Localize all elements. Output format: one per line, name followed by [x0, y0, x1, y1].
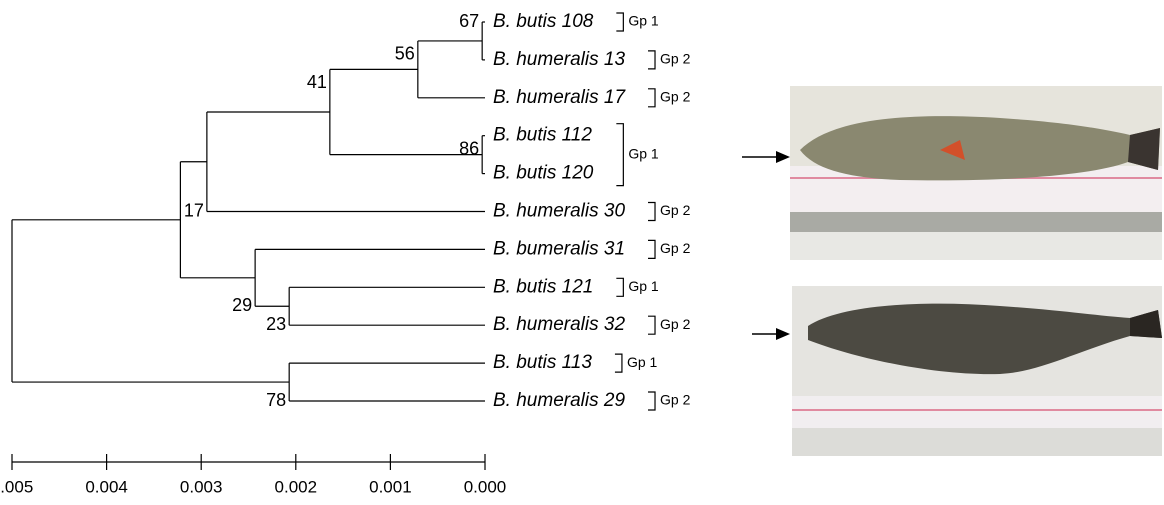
support-label: 78 — [266, 390, 286, 410]
support-label: 17 — [184, 200, 204, 220]
leaf-label: B. butis 121 — [493, 276, 593, 297]
leaf-label: B. humeralis 13 — [493, 49, 625, 70]
x-tick-label: 0.002 — [275, 477, 318, 496]
group-label: Gp 2 — [660, 89, 691, 105]
leaf-label: B. butis 120 — [493, 163, 594, 184]
group-bracket — [648, 203, 655, 221]
chart: B. butis 108 Gp 1 B. humeralis 13 Gp 2 67 B. … — [0, 0, 1164, 500]
leaf-label: B. humeralis 29 — [493, 390, 625, 411]
leaf-label: B. humeralis 17 — [493, 87, 626, 108]
x-tick-label: 0.004 — [85, 477, 128, 496]
group-bracket — [616, 124, 623, 186]
x-tick-label: 0.003 — [180, 477, 223, 496]
photo-top — [790, 86, 1162, 260]
group-label: Gp 1 — [628, 145, 659, 161]
group-bracket — [648, 392, 655, 410]
group-bracket — [648, 51, 655, 69]
group-bracket — [616, 278, 623, 296]
x-tick-label: 0.005 — [0, 477, 33, 496]
leaf-label: B. humeralis 30 — [493, 201, 625, 222]
group-label: Gp 2 — [660, 240, 691, 256]
group-label: Gp 1 — [628, 13, 659, 29]
leaf-label: B. butis 112 — [493, 125, 592, 146]
leaf-label: B. butis 113 — [493, 352, 592, 373]
group-bracket — [615, 354, 622, 372]
group-bracket — [616, 13, 623, 31]
leaf-label: B. humeralis 32 — [493, 314, 625, 335]
x-tick-label: 0.000 — [464, 477, 507, 496]
group-bracket — [648, 89, 655, 107]
photo-bottom — [792, 286, 1162, 456]
group-label: Gp 2 — [660, 51, 691, 67]
leaf-label: B. butis 108 — [493, 11, 594, 32]
x-tick-label: 0.001 — [369, 477, 412, 496]
group-label: Gp 2 — [660, 392, 691, 408]
group-label: Gp 1 — [628, 278, 659, 294]
support-label: 56 — [395, 44, 415, 64]
group-bracket — [648, 316, 655, 334]
group-bracket — [648, 240, 655, 258]
group-label: Gp 1 — [627, 354, 658, 370]
support-label: 41 — [307, 72, 327, 92]
group-label: Gp 2 — [660, 202, 691, 218]
leaf-label: B. bumeralis 31 — [493, 238, 625, 259]
support-label: 86 — [459, 138, 479, 158]
support-label: 29 — [232, 295, 252, 315]
support-label: 67 — [459, 11, 479, 31]
arrows — [742, 151, 790, 340]
group-label: Gp 2 — [660, 316, 691, 332]
support-label: 23 — [266, 314, 286, 334]
